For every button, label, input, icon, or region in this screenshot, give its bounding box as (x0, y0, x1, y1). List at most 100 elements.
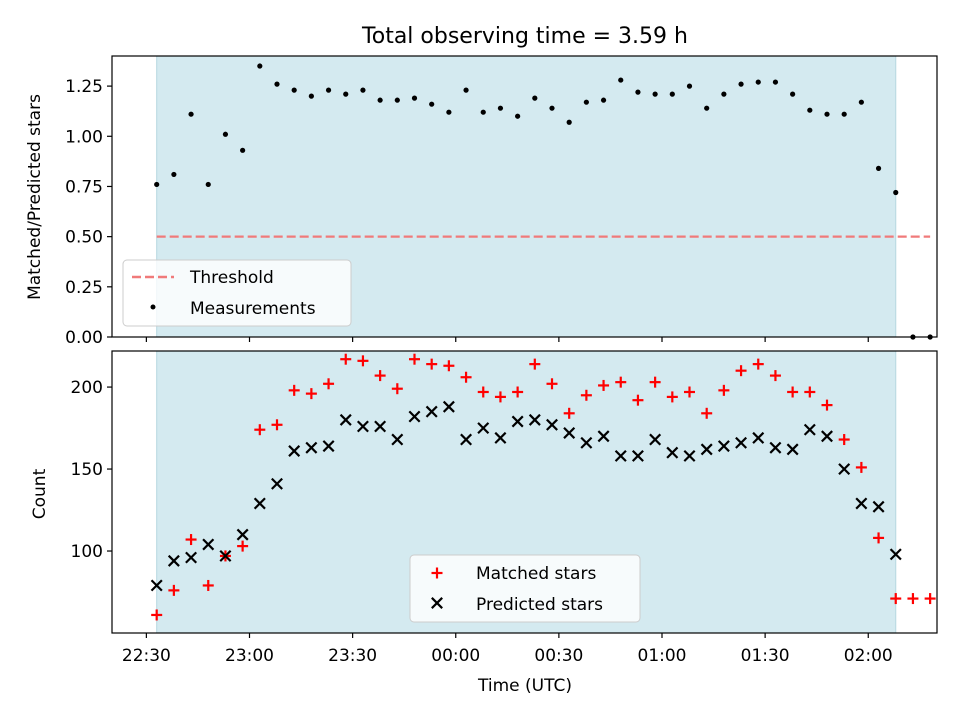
predicted-star-point-b (167, 554, 180, 567)
predicted-star-point-b (872, 500, 885, 513)
measurement-point (790, 91, 796, 97)
measurement-point (343, 91, 349, 97)
bottom-x-tick-label: 23:00 (225, 646, 274, 666)
matched-star-point (391, 383, 403, 395)
legend-measurement-marker (150, 304, 156, 310)
matched-star-point (666, 391, 678, 403)
predicted-star-point (305, 441, 318, 454)
matched-star-point (288, 384, 300, 396)
measurement-points (154, 63, 933, 340)
legend-predicted-glyph-b (431, 597, 443, 609)
measurement-point (257, 63, 263, 69)
matched-star-point (787, 386, 799, 398)
predicted-star-point-b (425, 405, 438, 418)
predicted-star-point-b (150, 579, 163, 592)
predicted-star-point (460, 433, 473, 446)
top-y-ticks: 0.00 0.25 0.50 0.75 1.00 1.25 (65, 77, 112, 348)
matched-star-point (649, 376, 661, 388)
measurement-point (171, 171, 177, 178)
bottom-y-tick-label: 150 (71, 460, 103, 480)
predicted-star-point-b (752, 431, 765, 444)
predicted-star-point (803, 423, 816, 436)
measurement-point (738, 81, 744, 87)
measurement-point (446, 109, 452, 115)
predicted-star-point-b (374, 420, 387, 433)
predicted-star-point (511, 415, 524, 428)
matched-star-point (426, 358, 438, 370)
matched-star-points (151, 353, 936, 621)
predicted-star-point (838, 463, 851, 476)
predicted-star-point-b (202, 538, 215, 551)
measurement-point (377, 97, 383, 103)
measurement-point (154, 181, 160, 188)
measurement-point (772, 79, 779, 85)
measurement-point (515, 113, 521, 119)
predicted-star-point-b (838, 463, 851, 476)
bottom-frame (111, 350, 938, 634)
measurement-point (566, 119, 572, 125)
measurement-point (360, 87, 366, 93)
matched-star-point (409, 353, 420, 365)
predicted-star-point-b (288, 445, 301, 457)
measurement-point (669, 91, 675, 97)
predicted-star-point (528, 413, 541, 426)
matched-star-point (735, 365, 747, 377)
matched-star-point (254, 424, 266, 436)
predicted-star-point-b (666, 446, 679, 459)
matched-star-point (563, 407, 575, 419)
top-y-tick-label: 1.00 (65, 127, 103, 147)
predicted-star-point-b (305, 441, 318, 454)
matched-star-point (546, 378, 558, 390)
predicted-star-point-b (460, 433, 473, 446)
matched-star-point (684, 386, 695, 398)
matched-star-point (804, 386, 816, 398)
matched-star-point (151, 609, 163, 621)
predicted-star-point (356, 420, 369, 433)
bottom-ylabel: Count (30, 468, 50, 519)
predicted-star-point (614, 449, 627, 462)
matched-star-point (477, 386, 489, 398)
predicted-star-point-b (185, 551, 198, 564)
predicted-star-point-b (253, 497, 266, 510)
matched-star-point (323, 378, 335, 390)
predicted-star-point (253, 497, 266, 510)
matched-star-point (924, 593, 936, 605)
predicted-star-point (855, 497, 868, 510)
bottom-y-tick-label: 200 (71, 378, 103, 398)
matched-star-point (873, 532, 885, 544)
matched-star-point (718, 384, 730, 396)
top-axes: 0.00 0.25 0.50 0.75 1.00 1.25 Matched/Predict… (25, 55, 938, 348)
predicted-star-point-b (597, 430, 610, 443)
legend-predicted-marker (431, 597, 443, 609)
matched-star-point (168, 584, 180, 596)
matched-star-point (821, 399, 833, 411)
predicted-star-point-b (546, 418, 558, 431)
predicted-star-point-b (683, 449, 696, 462)
predicted-star-point-b (786, 443, 799, 456)
predicted-star-point (649, 433, 662, 446)
predicted-star-point-b (735, 436, 748, 449)
matched-star-point (443, 360, 455, 372)
top-y-tick-label: 0.25 (65, 278, 103, 298)
predicted-star-point-b (700, 443, 713, 456)
measurement-point (291, 87, 297, 93)
predicted-star-point-b (563, 426, 576, 439)
top-y-tick-label: 0.00 (65, 328, 103, 348)
matched-star-point (701, 407, 713, 419)
matched-star-point (580, 389, 592, 401)
predicted-star-point (271, 477, 283, 490)
predicted-star-point-b (821, 430, 833, 443)
matched-star-point (615, 376, 627, 388)
predicted-star-point (597, 430, 610, 443)
measurement-point (532, 95, 538, 101)
predicted-star-point-b (442, 400, 455, 413)
measurement-point (497, 105, 504, 111)
predicted-star-point-b (271, 477, 283, 490)
predicted-star-point (700, 443, 713, 456)
legend-measurement-label: Measurements (190, 299, 316, 319)
legend-matched-marker (431, 567, 443, 579)
measurement-point (893, 189, 899, 196)
matched-star-point (632, 394, 644, 406)
bottom-x-tick-label: 02:00 (844, 646, 893, 666)
predicted-star-point (494, 431, 507, 444)
